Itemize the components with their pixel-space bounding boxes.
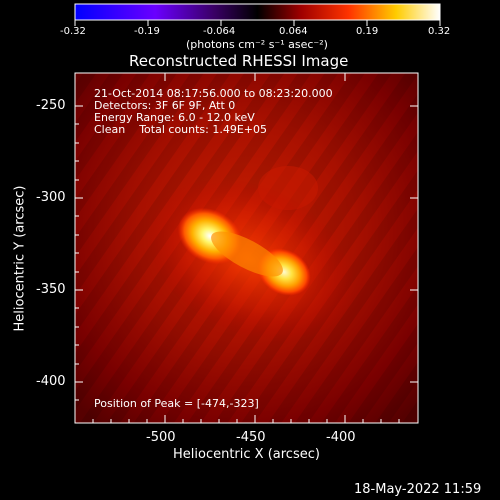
y-tick-label: -350 — [36, 282, 66, 297]
colorbar-tick-label: 0.064 — [279, 26, 308, 37]
plot-title: Reconstructed RHESSI Image — [129, 52, 349, 70]
colorbar-tick-label: 0.19 — [356, 26, 379, 37]
peak-position-text: Position of Peak = [-474,-323] — [94, 397, 259, 410]
colorbar — [74, 3, 441, 26]
plot-frame — [74, 72, 419, 424]
x-tick-label: -400 — [326, 430, 356, 445]
info-line: 21-Oct-2014 08:17:56.000 to 08:23:20.000 — [94, 87, 333, 100]
x-axis-ticks — [92, 73, 400, 423]
x-tick-label: -450 — [236, 430, 266, 445]
y-tick-label: -300 — [36, 190, 66, 205]
footer-timestamp: 18-May-2022 11:59 — [354, 482, 482, 497]
colorbar-tick-label: -0.19 — [134, 26, 160, 37]
y-tick-label: -400 — [36, 374, 66, 389]
y-axis-ticks — [75, 105, 418, 401]
colorbar-tick-label: -0.064 — [203, 26, 236, 37]
colorbar-gradient — [74, 3, 441, 21]
x-axis-label: Heliocentric X (arcsec) — [173, 447, 320, 462]
rhessi-image — [75, 73, 418, 423]
info-line: Detectors: 3F 6F 9F, Att 0 — [94, 99, 236, 112]
colorbar-tick-label: 0.32 — [428, 26, 451, 37]
info-line: Energy Range: 6.0 - 12.0 keV — [94, 111, 255, 124]
y-tick-label: -250 — [36, 98, 66, 113]
colorbar-tick-label: -0.32 — [60, 26, 86, 37]
x-tick-label: -500 — [146, 430, 176, 445]
info-line: Clean Total counts: 1.49E+05 — [94, 123, 268, 136]
y-axis-label: Heliocentric Y (arcsec) — [12, 185, 28, 332]
colorbar-unit-label: (photons cm⁻² s⁻¹ asec⁻²) — [186, 38, 328, 51]
